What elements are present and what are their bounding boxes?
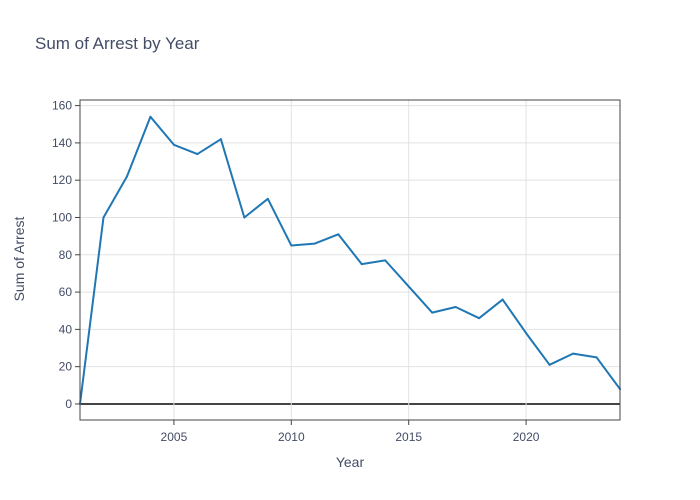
y-tick-label: 0 [65, 397, 72, 411]
data-point [149, 115, 152, 118]
data-point [595, 356, 598, 359]
y-tick-label: 120 [52, 173, 72, 187]
x-tick-label: 2010 [278, 430, 305, 444]
data-point [290, 244, 293, 247]
data-point [384, 259, 387, 262]
data-point [525, 332, 528, 335]
data-point [313, 242, 316, 245]
data-point [243, 216, 246, 219]
data-point [266, 197, 269, 200]
plot-frame [79, 99, 621, 421]
y-tick-label: 40 [59, 322, 73, 336]
data-point [125, 175, 128, 178]
data-point [548, 363, 551, 366]
x-axis-ticks: 2005 2010 2015 2020 [161, 420, 540, 444]
x-tick-label: 2005 [161, 430, 188, 444]
data-point [454, 305, 457, 308]
data-point [337, 233, 340, 236]
y-axis-ticks: 0 20 40 60 80 100 120 140 160 [52, 99, 80, 411]
y-tick-label: 160 [52, 99, 72, 113]
y-tick-label: 80 [59, 248, 73, 262]
chart-title: Sum of Arrest by Year [35, 34, 200, 53]
data-point [196, 153, 199, 156]
data-point [431, 311, 434, 314]
data-point [407, 285, 410, 288]
x-tick-label: 2020 [513, 430, 540, 444]
data-point [360, 263, 363, 266]
y-axis-label: Sum of Arrest [11, 216, 27, 301]
x-axis-label: Year [336, 454, 365, 470]
data-point [478, 317, 481, 320]
y-tick-label: 140 [52, 136, 72, 150]
x-tick-label: 2015 [395, 430, 422, 444]
data-point [172, 143, 175, 146]
grid-lines [80, 100, 620, 420]
data-point [572, 352, 575, 355]
y-tick-label: 60 [59, 285, 73, 299]
data-point [219, 138, 222, 141]
data-point [501, 298, 504, 301]
y-tick-label: 100 [52, 210, 72, 224]
data-point [102, 216, 105, 219]
series-layer [79, 115, 621, 405]
series-line [79, 115, 621, 405]
y-tick-label: 20 [59, 360, 73, 374]
